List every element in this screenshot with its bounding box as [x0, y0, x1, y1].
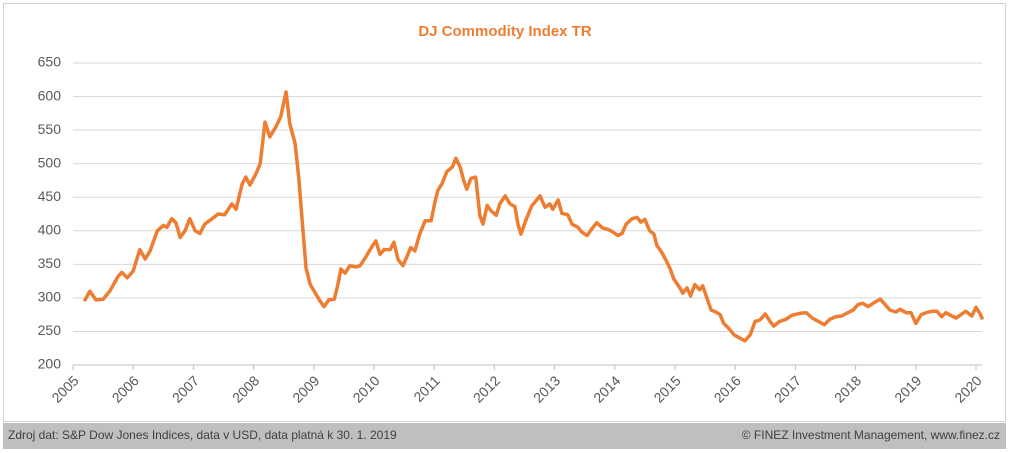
chart-title: DJ Commodity Index TR: [418, 23, 592, 40]
chart-frame: [3, 3, 1006, 422]
footer-credit: © FINEZ Investment Management, www.finez…: [742, 428, 1000, 442]
y-tick-label: 200: [38, 356, 62, 372]
y-tick-label: 250: [38, 322, 62, 338]
y-tick-label: 450: [38, 188, 62, 204]
y-tick-label: 400: [38, 221, 62, 237]
y-tick-label: 550: [38, 121, 62, 137]
y-tick-label: 650: [38, 54, 62, 70]
y-tick-label: 300: [38, 289, 62, 305]
y-tick-label: 600: [38, 87, 62, 103]
y-tick-label: 350: [38, 255, 62, 271]
y-tick-label: 500: [38, 154, 62, 170]
footer-source: Zdroj dat: S&P Dow Jones Indices, data v…: [8, 428, 397, 442]
data-line: [83, 90, 984, 343]
footer-bar: [3, 423, 1006, 449]
